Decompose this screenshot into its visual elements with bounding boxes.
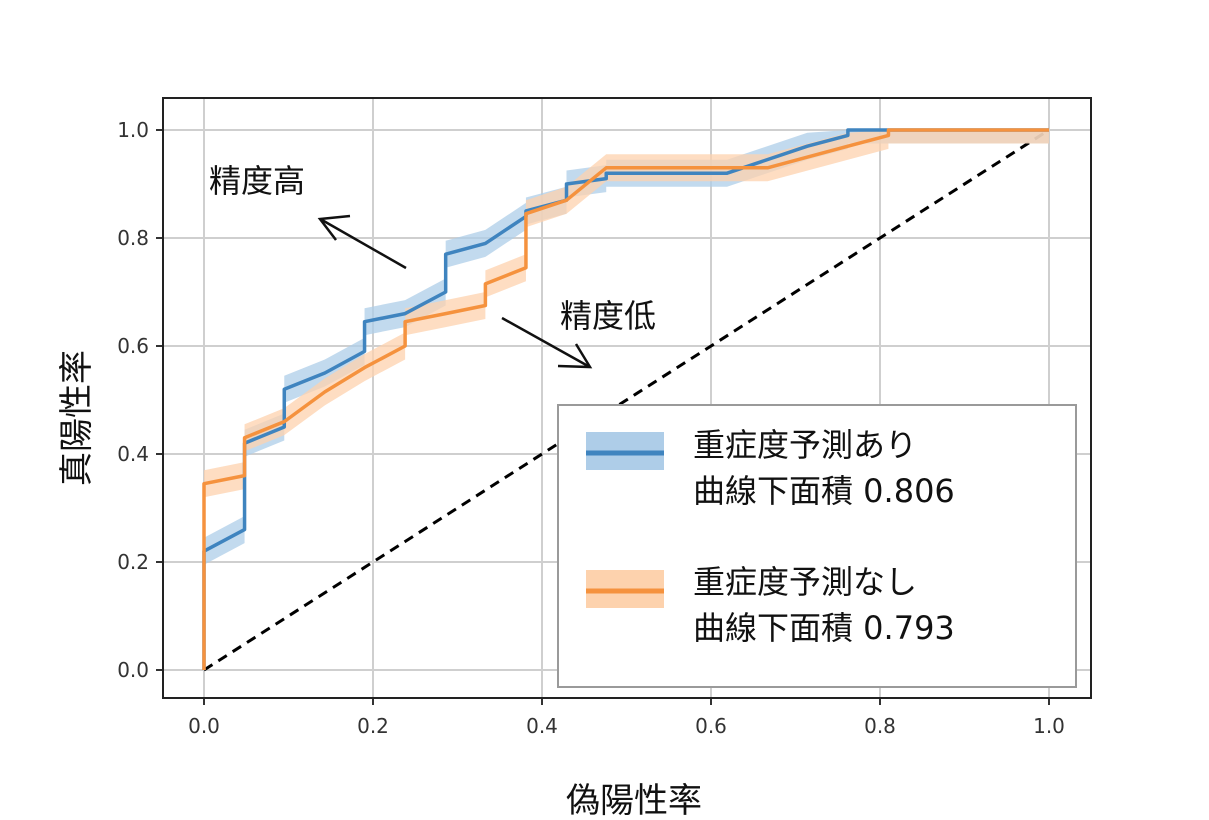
x-tick-label: 1.0 <box>1033 714 1065 738</box>
x-tick-label: 0.8 <box>864 714 896 738</box>
x-tick-label: 0.2 <box>357 714 389 738</box>
roc-line-series-1 <box>202 128 1049 670</box>
arrow-down-right-icon <box>501 316 593 369</box>
y-tick-label: 0.0 <box>117 658 149 682</box>
legend-label-with: 重症度予測あり <box>693 426 917 464</box>
y-tick-label: 0.6 <box>117 334 149 358</box>
y-tick-label: 0.8 <box>117 226 149 250</box>
x-tick-label: 0.6 <box>695 714 727 738</box>
annotation-low-accuracy: 精度低 <box>560 297 656 335</box>
reference-diagonal-line <box>203 128 1050 672</box>
legend-auc-with: 曲線下面積 0.806 <box>693 472 955 510</box>
y-tick-label: 0.2 <box>117 550 149 574</box>
y-tick-label: 0.4 <box>117 442 149 466</box>
annotation-high-accuracy: 精度高 <box>209 162 305 200</box>
arrow-up-left-icon <box>317 214 407 270</box>
y-axis-ticks: 0.0 0.2 0.4 0.6 0.8 1.0 <box>117 118 163 682</box>
y-tick-label: 1.0 <box>117 118 149 142</box>
series-layer <box>202 128 1049 670</box>
x-axis-ticks: 0.0 0.2 0.4 0.6 0.8 1.0 <box>188 698 1065 738</box>
legend-auc-without: 曲線下面積 0.793 <box>693 609 955 647</box>
plot-border <box>162 97 1092 699</box>
x-axis-title: 偽陽性率 <box>566 781 702 820</box>
legend-label-without: 重症度予測なし <box>693 563 917 601</box>
roc-line-series-0 <box>202 128 1049 670</box>
legend: 重症度予測あり 曲線下面積 0.806 重症度予測なし 曲線下面積 0.793 <box>557 404 1077 688</box>
y-axis-title: 真陽性率 <box>57 350 97 486</box>
x-tick-label: 0.4 <box>526 714 558 738</box>
x-tick-label: 0.0 <box>188 714 220 738</box>
legend-box <box>557 404 1077 688</box>
